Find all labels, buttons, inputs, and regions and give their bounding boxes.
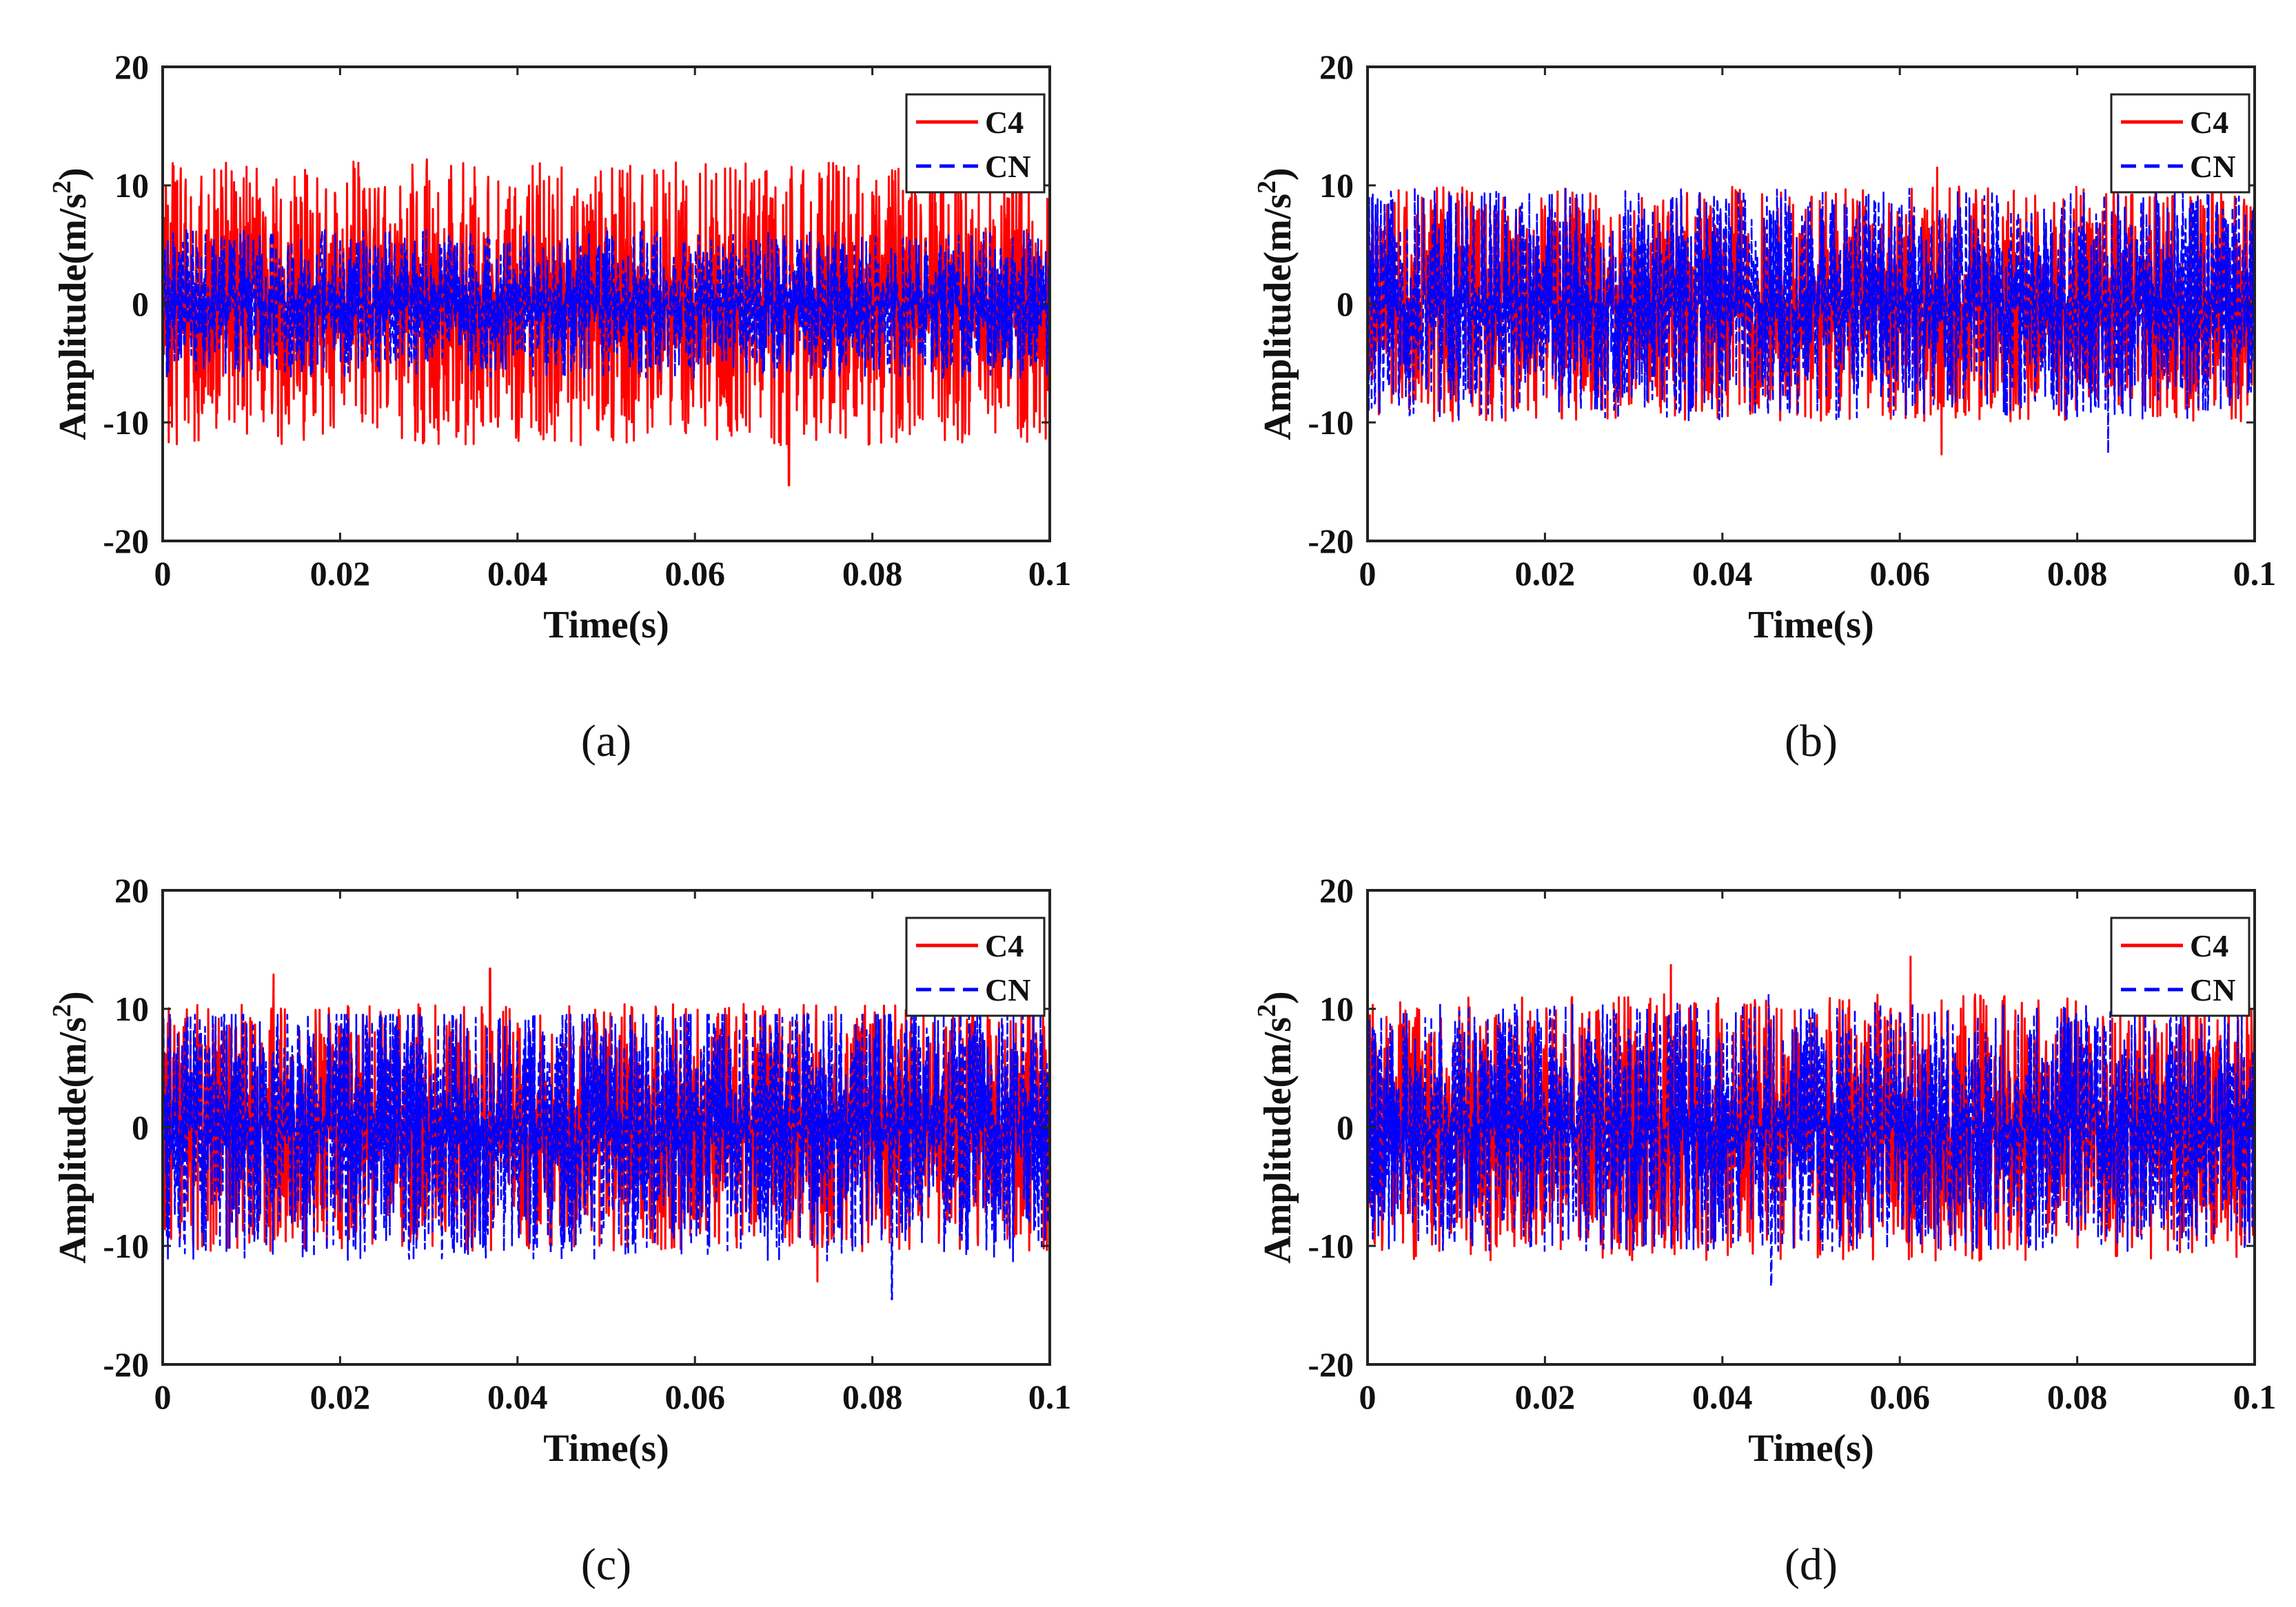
panel-a-ytick-label: 10 xyxy=(114,166,149,205)
panel-c-legend-label-cn: CN xyxy=(985,972,1030,1007)
panel-c-y-axis-label: Amplitude(m/s2) xyxy=(48,991,94,1263)
panel-a-xtick-label: 0 xyxy=(154,554,172,593)
panel-a-y-axis-label: Amplitude(m/s2) xyxy=(48,167,94,440)
panel-b-ytick-label: -10 xyxy=(1308,403,1354,442)
panel-b-xtick-label: 0.1 xyxy=(2233,554,2277,593)
panel-d-legend-label-c4: C4 xyxy=(2190,928,2228,963)
panel-a-xtick-label: 0.06 xyxy=(664,554,725,593)
panel-c-x-axis-label: Time(s) xyxy=(543,1427,669,1470)
panel-c-ytick-label: 10 xyxy=(114,990,149,1028)
panel-c-ytick-label: -20 xyxy=(103,1345,149,1384)
panel-d-ytick-label: -20 xyxy=(1308,1345,1354,1384)
panel-c-xtick-label: 0.02 xyxy=(310,1378,371,1416)
panel-d-xtick-label: 0 xyxy=(1359,1378,1376,1416)
panel-d-ytick-label: -10 xyxy=(1308,1227,1354,1265)
panel-b-ytick-label: -20 xyxy=(1308,522,1354,560)
panel-c-xtick-label: 0.06 xyxy=(664,1378,725,1416)
panel-a-legend-label-cn: CN xyxy=(985,149,1030,184)
panel-d-x-axis-label: Time(s) xyxy=(1748,1427,1874,1470)
panel-a-xtick-label: 0.08 xyxy=(842,554,903,593)
panel-d-legend-label-cn: CN xyxy=(2190,972,2235,1007)
panel-d-caption: (d) xyxy=(1785,1539,1838,1590)
panel-d-xtick-label: 0.04 xyxy=(1692,1378,1753,1416)
panel-b-legend: C4 CN xyxy=(2110,93,2251,194)
panel-b-ytick-label: 10 xyxy=(1319,166,1354,205)
panel-b-y-axis-label: Amplitude(m/s2) xyxy=(1252,167,1299,440)
panel-c-series-cn-line xyxy=(163,1014,1050,1300)
panel-c-ytick-label: -10 xyxy=(103,1227,149,1265)
panel-b-ytick-label: 20 xyxy=(1319,48,1354,86)
panel-c-xtick-label: 0.04 xyxy=(487,1378,548,1416)
panel-d-xtick-label: 0.08 xyxy=(2047,1378,2108,1416)
panel-a-legend-label-c4: C4 xyxy=(985,105,1024,140)
panel-b-x-axis-label: Time(s) xyxy=(1748,604,1874,646)
panel-c-ytick-label: 0 xyxy=(132,1108,149,1147)
panel-d-xtick-label: 0.06 xyxy=(1869,1378,1930,1416)
panel-a-x-axis-label: Time(s) xyxy=(543,604,669,646)
panel-a-series-cn-line xyxy=(163,229,1050,379)
panel-d-legend: C4 CN xyxy=(2110,917,2251,1017)
panel-b-xtick-label: 0.08 xyxy=(2047,554,2108,593)
panel-c-caption: (c) xyxy=(581,1539,631,1590)
panel-d-ytick-label: 20 xyxy=(1319,871,1354,910)
panel-a-caption: (a) xyxy=(581,716,631,766)
panel-d-xtick-label: 0.02 xyxy=(1515,1378,1576,1416)
panel-d-ytick-label: 0 xyxy=(1337,1108,1354,1147)
panel-c-legend-label-c4: C4 xyxy=(985,928,1024,963)
panel-b-xtick-label: 0.02 xyxy=(1515,554,1576,593)
panel-a-legend: C4 CN xyxy=(905,93,1046,194)
panel-a-ytick-label: 0 xyxy=(132,285,149,323)
panel-b-xtick-label: 0.06 xyxy=(1869,554,1930,593)
panel-c-xtick-label: 0 xyxy=(154,1378,172,1416)
panel-c-xtick-label: 0.1 xyxy=(1028,1378,1072,1416)
panel-c-xtick-label: 0.08 xyxy=(842,1378,903,1416)
panel-a-xtick-label: 0.04 xyxy=(487,554,548,593)
panel-a-ytick-label: -20 xyxy=(103,522,149,560)
panel-a-ytick-label: -10 xyxy=(103,403,149,442)
panel-a-xtick-label: 0.1 xyxy=(1028,554,1072,593)
panel-d-series-cn-line xyxy=(1368,992,2255,1287)
panel-a-xtick-label: 0.02 xyxy=(310,554,371,593)
panel-d-ytick-label: 10 xyxy=(1319,990,1354,1028)
panel-b-legend-label-cn: CN xyxy=(2190,149,2235,184)
panel-b-ytick-label: 0 xyxy=(1337,285,1354,323)
panel-b-series-cn-line xyxy=(1368,187,2255,454)
panel-b-caption: (b) xyxy=(1785,716,1838,766)
panel-d-y-axis-label: Amplitude(m/s2) xyxy=(1252,991,1299,1263)
panel-d-xtick-label: 0.1 xyxy=(2233,1378,2277,1416)
panel-b-legend-label-c4: C4 xyxy=(2190,105,2228,140)
panel-b-xtick-label: 0.04 xyxy=(1692,554,1753,593)
panel-a-ytick-label: 20 xyxy=(114,48,149,86)
panel-c-legend: C4 CN xyxy=(905,917,1046,1017)
panel-b-xtick-label: 0 xyxy=(1359,554,1376,593)
panel-c-ytick-label: 20 xyxy=(114,871,149,910)
